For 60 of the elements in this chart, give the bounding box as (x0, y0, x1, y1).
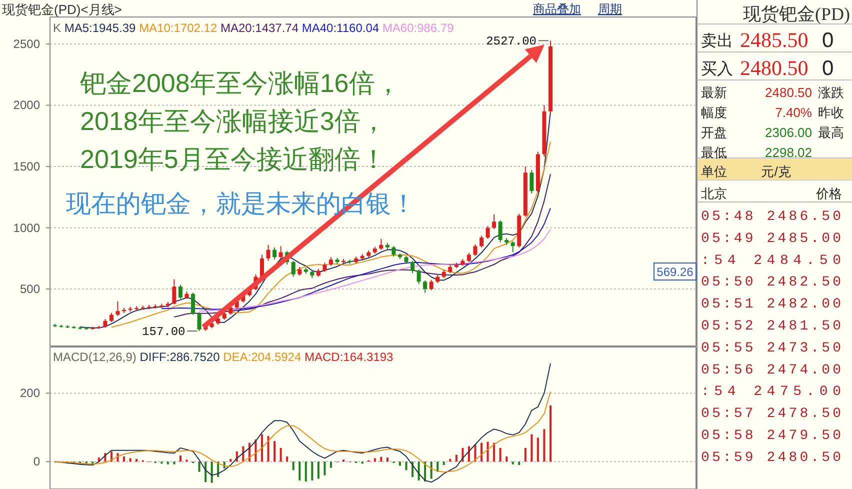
text: 05:49 2485.00 (701, 230, 841, 247)
text: 05:59 2480.50 (701, 450, 841, 466)
text: 2298.02 (765, 145, 812, 160)
text: 7.40% (775, 105, 812, 120)
text: 最高 (818, 125, 844, 140)
annotation: 2019年5月至今接近翻倍！ (80, 144, 386, 174)
annotation: 2527.00 (486, 34, 536, 49)
text: 05:51 2482.00 (701, 296, 841, 313)
text: MA40:1160.04 (302, 21, 382, 35)
y-tick-label: 200 (20, 386, 40, 400)
text: 0 (822, 57, 834, 80)
text: DEA:204.5924 (223, 350, 304, 364)
text: 价格 (815, 186, 842, 201)
text: 05:52 2481.50 (701, 318, 841, 334)
text: 05:48 2486.50 (701, 209, 841, 225)
text: 05:57 2478.50 (701, 406, 841, 422)
text: 买入 (701, 60, 733, 78)
text: 2480.50 (765, 85, 812, 100)
text: MA10:1702.12 (139, 21, 220, 35)
text: 05:55 2473.50 (701, 340, 841, 356)
text: 05:58 2479.50 (701, 428, 841, 444)
legend-title: K (53, 21, 64, 35)
text: 最低 (701, 145, 727, 160)
text: 元/克 (761, 164, 791, 179)
y-tick-label: 2500 (13, 36, 40, 51)
text: 北京 (701, 186, 727, 201)
annotation: 2018年至今涨幅接近3倍， (80, 106, 386, 136)
annotation: 钯金2008年至今涨幅16倍， (79, 68, 401, 98)
text: MA20:1437.74 (220, 21, 302, 35)
text: :54 2484.50 (701, 252, 841, 269)
y-tick-label: 2000 (13, 98, 40, 112)
text: 商品叠加 (533, 2, 581, 16)
text: 2485.50 (740, 28, 808, 52)
chart-title: 现货钯金(PD)<月线> (2, 2, 122, 17)
text: 单位 (701, 164, 727, 179)
text: MA5:1945.39 (64, 21, 140, 35)
text: 569.26 (656, 265, 694, 279)
text: 05:50 2482.50 (701, 274, 841, 291)
text: MA60:986.79 (382, 21, 454, 35)
text: 昨收 (818, 105, 844, 120)
text: 周期 (598, 2, 622, 16)
text: 卖出 (701, 32, 733, 50)
text: 幅度 (701, 105, 727, 120)
text: 2306.00 (765, 125, 812, 140)
text: 现货钯金(PD) (743, 4, 850, 24)
text: 05:56 2474.00 (701, 362, 841, 378)
text: 0 (822, 29, 834, 52)
text: :54 2475.00 (701, 384, 841, 400)
legend-title: MACD(12,26,9) (53, 350, 140, 364)
y-tick-label: 0 (33, 454, 40, 469)
text: 开盘 (701, 125, 727, 140)
y-tick-label: 1000 (13, 220, 40, 235)
y-tick-label: 1500 (13, 159, 40, 174)
annotation: 157.00 (142, 325, 186, 340)
text: MACD:164.3193 (304, 350, 394, 364)
y-tick-label: 500 (20, 282, 40, 296)
text: 最新 (701, 85, 727, 100)
text: 2480.50 (740, 56, 808, 80)
text: 涨跌 (818, 85, 844, 100)
text: DIFF:286.7520 (140, 350, 224, 364)
